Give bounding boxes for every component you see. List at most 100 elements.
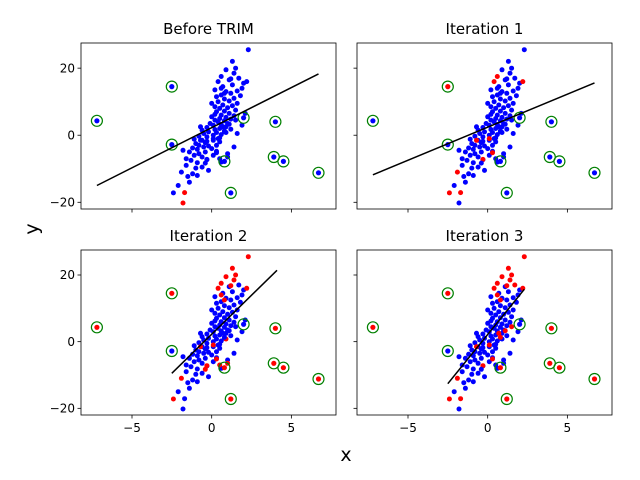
inlier-point — [199, 164, 205, 170]
outlier-point-kept — [241, 115, 247, 121]
trimmed-point — [499, 274, 505, 280]
inlier-point — [228, 297, 234, 303]
trimmed-point — [458, 190, 464, 196]
inlier-point — [221, 334, 227, 340]
axes-frame — [80, 249, 337, 416]
inlier-point — [475, 154, 481, 160]
inlier-point — [237, 93, 243, 99]
x-tick-label: −5 — [399, 421, 417, 435]
trimmed-point — [496, 330, 502, 336]
inlier-point — [226, 110, 232, 116]
inlier-point — [488, 310, 494, 316]
inlier-point — [233, 107, 239, 113]
outlier-ring — [312, 166, 325, 179]
inlier-point — [221, 108, 227, 114]
inlier-point — [212, 117, 218, 123]
inlier-point — [488, 127, 494, 132]
inlier-point — [474, 124, 479, 130]
outlier-point-kept — [445, 348, 451, 354]
inlier-point — [505, 103, 511, 109]
outlier-point-kept — [556, 158, 563, 164]
outlier-point-trimmed — [548, 325, 555, 331]
inlier-point — [461, 380, 467, 386]
outlier-ring — [269, 115, 282, 128]
trimmed-point — [474, 344, 479, 350]
inlier-point — [459, 162, 465, 168]
inlier-point — [470, 173, 476, 178]
inlier-point — [186, 179, 192, 185]
inlier-point — [214, 94, 219, 100]
inlier-point — [236, 75, 242, 81]
inlier-point — [496, 102, 502, 108]
inlier-point — [510, 131, 516, 136]
outlier-ring — [513, 111, 526, 124]
x-tick-label: −5 — [123, 421, 141, 435]
inlier-point — [218, 112, 224, 118]
inlier-point — [194, 160, 200, 166]
inlier-point — [515, 122, 521, 128]
outlier-ring — [237, 318, 250, 331]
trimmed-point — [491, 79, 497, 85]
inlier-point — [510, 307, 516, 313]
inlier-point — [228, 76, 234, 82]
inlier-point — [228, 333, 234, 339]
panel-title: Before TRIM — [163, 20, 254, 38]
inlier-point — [212, 111, 218, 117]
inlier-point — [462, 179, 468, 185]
inlier-point — [472, 357, 478, 363]
trimmed-point — [446, 396, 452, 402]
inlier-point — [467, 359, 473, 365]
inlier-point — [229, 289, 235, 295]
x-tick-label: 0 — [208, 421, 216, 435]
inlier-point — [207, 327, 213, 333]
inlier-point — [231, 319, 237, 325]
inlier-point — [231, 95, 237, 101]
inlier-point — [505, 58, 511, 64]
inlier-point — [198, 124, 203, 130]
trimmed-point — [509, 272, 515, 278]
inlier-point — [217, 135, 223, 141]
inlier-point — [509, 117, 515, 123]
inlier-point — [185, 174, 191, 179]
inlier-point — [206, 143, 211, 149]
outlier-point-trimmed — [169, 290, 175, 296]
inlier-point — [480, 345, 486, 351]
inlier-point — [228, 323, 234, 329]
inlier-point — [502, 110, 508, 116]
inlier-point — [206, 374, 211, 380]
inlier-point — [193, 371, 199, 377]
plot-area — [366, 47, 601, 206]
inlier-point — [180, 147, 186, 153]
inlier-point — [170, 190, 176, 196]
inlier-point — [245, 47, 251, 53]
inlier-point — [467, 152, 473, 158]
inlier-point — [221, 96, 227, 102]
outlier-ring — [90, 114, 104, 127]
inlier-point — [229, 58, 235, 64]
inlier-point — [223, 321, 229, 327]
inlier-point — [510, 88, 516, 94]
inlier-point — [499, 67, 505, 73]
inlier-point — [466, 377, 472, 383]
inlier-point — [497, 303, 503, 309]
trimmed-point — [170, 396, 176, 402]
inlier-point — [234, 131, 240, 136]
inlier-point — [233, 314, 239, 320]
outlier-ring — [500, 392, 513, 406]
outlier-point-kept — [315, 170, 322, 176]
inlier-point — [497, 96, 503, 102]
inlier-point — [490, 142, 495, 148]
inlier-point — [209, 307, 215, 313]
inlier-point — [510, 100, 516, 106]
inlier-point — [210, 136, 216, 142]
inlier-point — [206, 349, 211, 355]
outlier-ring — [277, 155, 290, 168]
inlier-point — [237, 299, 243, 305]
inlier-point — [470, 379, 476, 385]
inlier-point — [488, 294, 494, 300]
outlier-point-trimmed — [504, 396, 510, 402]
inlier-point — [480, 134, 486, 140]
outlier-point-kept — [517, 321, 523, 327]
trimmed-point — [504, 283, 510, 289]
inlier-point — [207, 121, 213, 126]
